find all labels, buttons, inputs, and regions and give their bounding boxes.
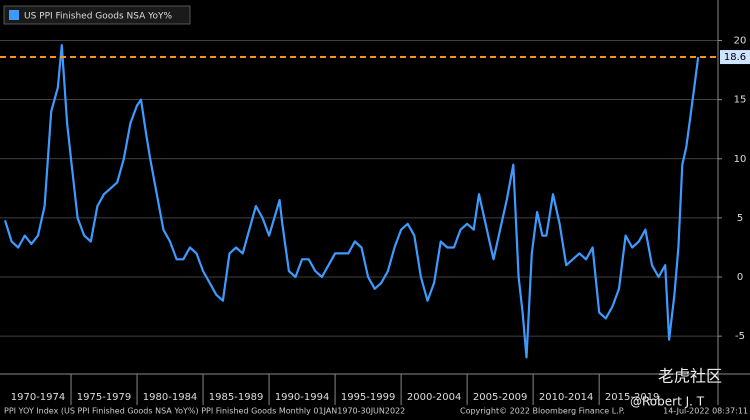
x-tick-label: 2005-2009 — [473, 392, 528, 403]
watermark: @Robert J. T — [630, 395, 705, 409]
x-tick-label: 2015-2019 — [605, 392, 660, 403]
y-tick-label: 15 — [734, 95, 747, 106]
x-tick-label: 1995-1999 — [341, 392, 396, 403]
reference-label-box — [720, 50, 750, 65]
x-tick-label: 1975-1979 — [77, 392, 132, 403]
reference-label: 18.6 — [724, 52, 746, 63]
legend-box — [3, 5, 191, 25]
x-tick-label: 1980-1984 — [143, 392, 198, 403]
y-tick-label: 5 — [737, 213, 743, 224]
legend-label: US PPI Finished Goods NSA YoY% — [24, 12, 172, 22]
data-line — [3, 44, 700, 359]
y-tick-label: 0 — [737, 272, 743, 283]
x-tick-label: 1970-1974 — [11, 392, 66, 403]
y-tick-label: 20 — [734, 35, 747, 46]
legend-swatch — [9, 10, 19, 20]
x-tick-label: 2010-2014 — [539, 392, 594, 403]
footer-timestamp: 14-Jul-2022 08:37:11 — [663, 407, 748, 416]
y-tick-label: -5 — [735, 331, 745, 342]
footer-source: PPI YOY Index (US PPI Finished Goods NSA… — [4, 407, 405, 416]
x-tick-label: 1985-1989 — [209, 392, 264, 403]
watermark: 老虎社区 — [658, 367, 722, 386]
x-tick-label: 1990-1994 — [275, 392, 330, 403]
x-tick-label: 2000-2004 — [407, 392, 462, 403]
footer-copyright: Copyright© 2022 Bloomberg Finance L.P. — [460, 407, 625, 416]
y-tick-label: 10 — [734, 154, 747, 165]
